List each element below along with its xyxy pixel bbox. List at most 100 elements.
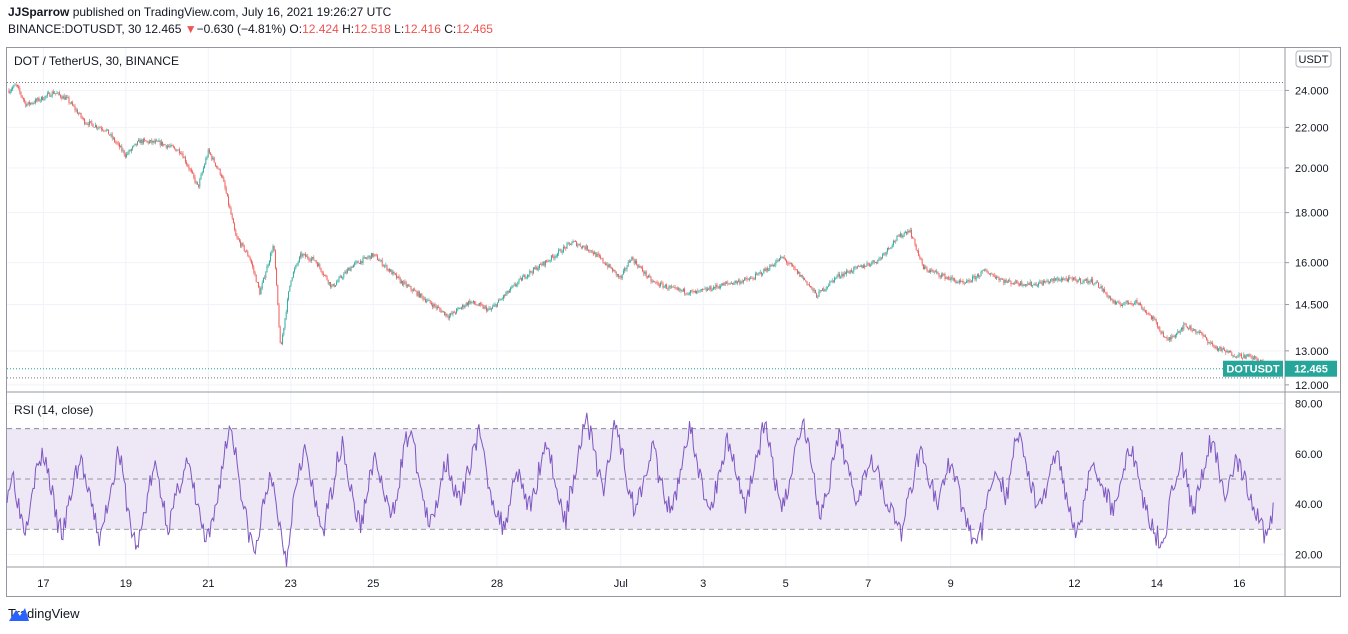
candle-body — [969, 281, 971, 283]
candle-body — [172, 146, 174, 148]
candle-body — [1161, 332, 1163, 334]
candle-body — [573, 241, 575, 242]
candle-body — [960, 280, 962, 282]
candle-body — [603, 262, 605, 264]
candle-body — [318, 264, 320, 267]
candle-body — [216, 165, 218, 167]
candle-body — [1002, 279, 1004, 280]
candle-body — [1194, 329, 1196, 330]
candle-body — [192, 171, 194, 174]
candle-body — [360, 260, 362, 264]
candle-body — [518, 279, 520, 283]
candle-body — [588, 250, 590, 251]
candle-body — [350, 266, 352, 271]
candle-body — [273, 245, 275, 251]
candle-body — [428, 300, 430, 301]
candle-body — [404, 281, 406, 283]
tradingview-logo[interactable]: TradingView — [8, 606, 80, 621]
candle-body — [1046, 280, 1048, 282]
candle-body — [1010, 281, 1012, 285]
candle-body — [882, 254, 884, 258]
candle-body — [64, 97, 66, 100]
candle-body — [400, 280, 402, 284]
candle-body — [903, 232, 905, 236]
candle-body — [562, 246, 564, 253]
candle-body — [654, 281, 656, 283]
time-tick-label: 19 — [120, 578, 132, 590]
candle-body — [468, 300, 470, 305]
candle-body — [1058, 278, 1060, 281]
candle-body — [272, 245, 274, 253]
candle-body — [231, 214, 233, 219]
candle-body — [252, 263, 254, 267]
candle-body — [496, 302, 498, 307]
candle-body — [986, 270, 988, 273]
candle-body — [934, 271, 936, 273]
candle-body — [145, 140, 147, 142]
candle-body — [1048, 281, 1050, 283]
candle-body — [512, 285, 514, 287]
candle-body — [218, 168, 220, 170]
candle-body — [102, 129, 104, 131]
candle-body — [153, 140, 155, 143]
chart-frame[interactable] — [6, 47, 1341, 597]
currency-badge[interactable]: USDT — [1295, 50, 1332, 68]
candle-body — [1232, 355, 1234, 357]
candle-body — [938, 273, 940, 277]
open-value: 12.424 — [302, 22, 339, 36]
candle-body — [770, 265, 772, 267]
candle-body — [84, 118, 86, 125]
candle-body — [1260, 359, 1262, 362]
candle-body — [188, 166, 190, 170]
candle-body — [526, 275, 528, 278]
candle-body — [378, 260, 380, 261]
candle-body — [157, 140, 159, 142]
candle-body — [774, 265, 776, 266]
candle-body — [822, 288, 824, 291]
candle-body — [62, 95, 64, 99]
candle-body — [592, 252, 594, 255]
candle-body — [165, 145, 167, 148]
author-name[interactable]: JJSparrow — [8, 5, 70, 19]
candle-body — [902, 235, 904, 238]
candle-body — [1024, 284, 1026, 286]
candle-body — [300, 253, 302, 257]
candle-body — [722, 283, 724, 286]
candle-body — [800, 274, 802, 277]
candle-body — [622, 270, 624, 275]
candle-body — [358, 263, 360, 264]
candle-body — [680, 289, 682, 291]
candle-body — [472, 301, 474, 303]
candle-body — [1044, 281, 1046, 283]
candle-body — [414, 289, 416, 291]
candle-body — [930, 270, 932, 272]
candle-body — [610, 267, 612, 269]
candle-body — [757, 273, 759, 275]
candle-body — [142, 139, 144, 144]
candle-body — [322, 273, 324, 275]
candle-body — [424, 298, 426, 302]
candle-body — [462, 304, 464, 308]
candle-body — [664, 284, 666, 287]
candle-body — [1228, 351, 1230, 353]
candle-body — [493, 305, 495, 307]
candle-body — [94, 125, 96, 128]
candle-body — [343, 273, 345, 278]
candle-body — [423, 298, 425, 300]
candle-body — [14, 84, 16, 86]
candle-body — [910, 230, 912, 238]
candle-body — [643, 271, 645, 274]
candle-body — [355, 261, 357, 263]
candle-body — [1188, 328, 1190, 330]
candle-body — [74, 106, 76, 110]
candle-body — [710, 286, 712, 291]
rsi-tick-label: 80.00 — [1295, 399, 1323, 411]
candle-body — [1066, 279, 1068, 282]
candle-body — [685, 293, 687, 295]
candle-body — [416, 291, 418, 296]
candle-body — [996, 276, 998, 279]
candle-body — [805, 279, 807, 282]
candle-body — [812, 287, 814, 292]
candle-body — [214, 162, 216, 166]
